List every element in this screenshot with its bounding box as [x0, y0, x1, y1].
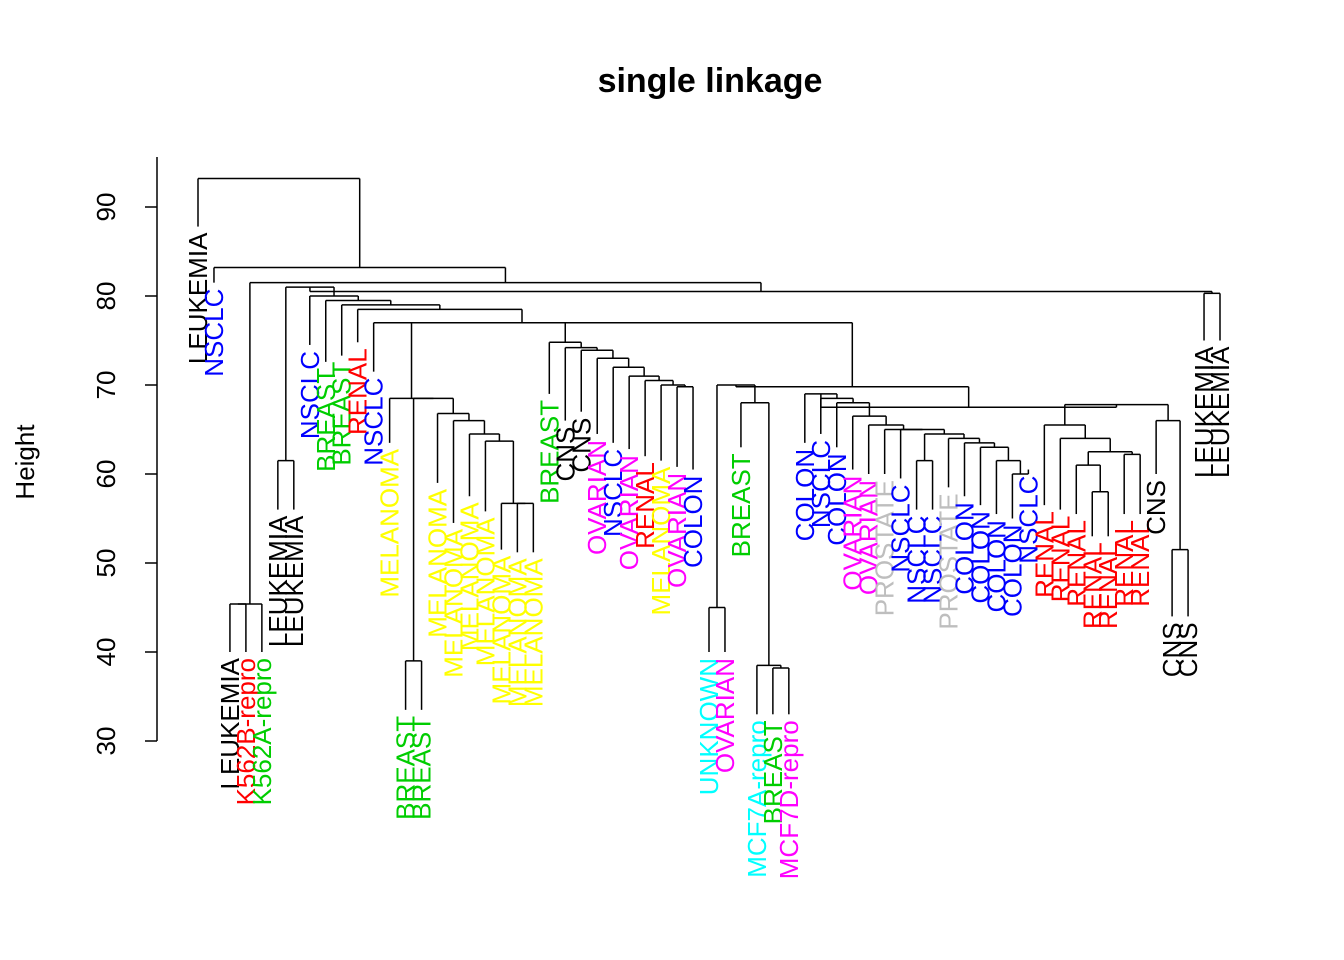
leaf-label: BREAST: [327, 362, 357, 466]
leaf-label: MELANOMA: [375, 448, 405, 597]
y-axis-label: Height: [10, 424, 40, 500]
leaf-label: NSCLC: [199, 289, 229, 377]
leaf-label: MELANOMA: [423, 488, 453, 637]
leaf-label: COLON: [950, 502, 980, 594]
y-tick-label: 50: [91, 549, 121, 578]
leaf-label: NSCLC: [806, 440, 836, 528]
leaf-label: NSCLC: [886, 484, 916, 572]
leaf-label: BREAST: [311, 368, 341, 472]
leaf-label: LEUKEMIA: [279, 515, 309, 647]
leaf-label: NSCLC: [295, 351, 325, 439]
leaf-label: OVARIAN: [710, 658, 740, 773]
leaf-label: COLON: [965, 511, 995, 603]
y-tick-label: 70: [91, 371, 121, 400]
leaf-label: MELANOMA: [470, 517, 500, 666]
leaf-label: CNS: [1141, 480, 1171, 535]
leaf-label: NSCLC: [1013, 476, 1043, 564]
leaf-label: MELANOMA: [439, 528, 469, 677]
leaf-label: PROSTATE: [870, 480, 900, 616]
leaf-label: PROSTATE: [934, 493, 964, 629]
leaf-label: COLON: [997, 525, 1027, 617]
leaf-label: RENAL: [1093, 542, 1123, 629]
leaf-label: COLON: [678, 476, 708, 568]
leaf-label: RENAL: [1029, 511, 1059, 598]
leaf-label: RENAL: [630, 462, 660, 549]
leaf-label: OVARIAN: [614, 455, 644, 570]
leaf-label: RENAL: [1125, 520, 1155, 607]
leaf-label: COLON: [790, 449, 820, 541]
leaf-label: LEUKEMIA: [263, 515, 293, 647]
leaf-label: NSCLC: [359, 378, 389, 466]
leaf-label: OVARIAN: [582, 440, 612, 555]
leaf-label: OVARIAN: [854, 480, 884, 595]
y-tick-label: 90: [91, 193, 121, 222]
leaf-label: RENAL: [1045, 516, 1075, 603]
leaf-label: COLON: [981, 520, 1011, 612]
leaf-label: CNS: [1173, 622, 1203, 677]
leaf-label: BREAST: [534, 400, 564, 504]
leaf-label: LEUKEMIA: [215, 657, 245, 789]
leaf-label: BREAST: [391, 716, 421, 820]
leaf-label: BREAST: [407, 716, 437, 820]
leaf-label: CNS: [550, 427, 580, 482]
y-tick-label: 30: [91, 727, 121, 756]
leaf-label: COLON: [822, 453, 852, 545]
leaf-label: MELANOMA: [646, 466, 676, 615]
leaf-label: UNKNOWN: [694, 658, 724, 795]
leaf-label: OVARIAN: [838, 476, 868, 591]
y-tick-label: 60: [91, 460, 121, 489]
leaf-label: NSCLC: [598, 449, 628, 537]
y-tick-label: 80: [91, 282, 121, 311]
leaf-label: LEUKEMIA: [1205, 346, 1235, 478]
y-tick-label: 40: [91, 638, 121, 667]
leaf-label: LEUKEMIA: [183, 232, 213, 364]
leaf-label: MCF7A-repro: [742, 720, 772, 877]
leaf-label: OVARIAN: [662, 473, 692, 588]
leaf-label: MELANOMA: [486, 555, 516, 704]
leaf-label: RENAL: [343, 348, 373, 435]
leaf-label: CNS: [566, 418, 596, 473]
leaf-label: NSCLC: [918, 516, 948, 604]
leaf-label: RENAL: [1061, 520, 1091, 607]
leaf-label: LEUKEMIA: [1189, 346, 1219, 478]
leaf-label: RENAL: [1077, 542, 1107, 629]
leaf-label: RENAL: [1109, 520, 1139, 607]
leaf-label: CNS: [1157, 622, 1187, 677]
dendrogram-tree: [197, 177, 1221, 715]
leaf-label: BREAST: [758, 720, 788, 824]
leaf-label: MELANOMA: [454, 502, 484, 651]
leaf-label: MELANOMA: [502, 558, 532, 707]
leaf-label: K562A-repro: [247, 658, 277, 805]
leaf-labels: LEUKEMIANSCLCLEUKEMIAK562B-reproK562A-re…: [183, 232, 1235, 879]
leaf-label: NSCLC: [902, 516, 932, 604]
chart-title: single linkage: [598, 62, 823, 100]
leaf-label: K562B-repro: [231, 658, 261, 805]
leaf-label: MCF7D-repro: [774, 720, 804, 879]
leaf-label: MELANOMA: [518, 558, 548, 707]
leaf-label: BREAST: [726, 453, 756, 557]
y-axis: 30 40 50 60 70 80 90: [91, 193, 157, 756]
